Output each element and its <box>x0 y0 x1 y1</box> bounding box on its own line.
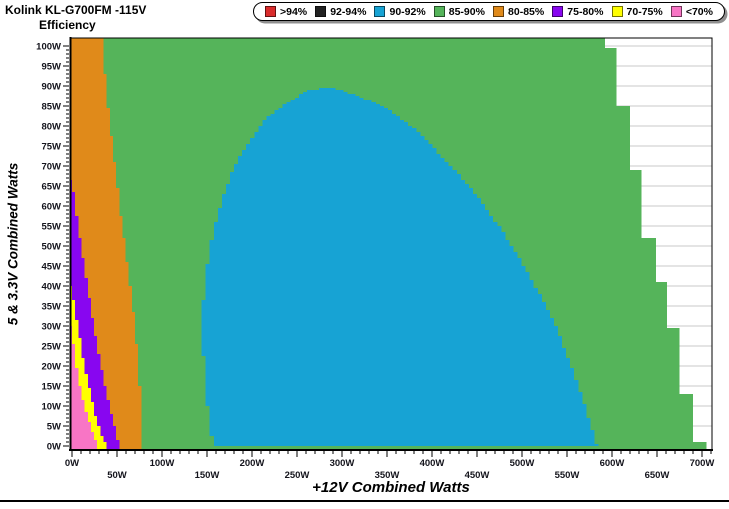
y-axis-title: 5 & 3.3V Combined Watts <box>5 162 21 326</box>
legend-label: 70-75% <box>626 5 663 18</box>
x-tick-label: 200W <box>240 458 265 469</box>
y-tick-label: 35W <box>41 302 61 313</box>
x-tick-label: 600W <box>600 458 625 469</box>
legend-swatch <box>670 6 682 17</box>
legend-label: 80-85% <box>508 5 545 18</box>
x-tick-label: 450W <box>465 470 490 481</box>
y-tick-label: 55W <box>41 222 61 233</box>
y-tick-label: 25W <box>41 342 61 353</box>
y-tick-label: 90W <box>41 82 61 93</box>
x-tick-label: 0W <box>65 458 79 469</box>
x-tick-label: 100W <box>150 458 175 469</box>
legend-label: 85-90% <box>448 5 485 18</box>
legend-item: 85-90% <box>433 5 485 18</box>
x-tick-label: 50W <box>107 470 127 481</box>
x-tick-label: 250W <box>285 470 310 481</box>
x-tick-label: 550W <box>555 470 580 481</box>
x-tick-label: 400W <box>420 458 445 469</box>
legend-item: 92-94% <box>315 6 366 18</box>
y-tick-label: 15W <box>41 382 61 393</box>
legend-swatch <box>315 6 327 17</box>
chart-title: Kolink KL-G700FM -115V <box>5 3 147 17</box>
y-tick-label: 40W <box>41 282 61 293</box>
y-axis-ticks: 0W 5W 10W 15W 20W 25W 30W 35W 40W 45W 50W 55W 60W 65W… <box>36 42 69 453</box>
y-tick-label: 45W <box>41 262 61 273</box>
chart-title-block: Kolink KL-G700FM -115V Efficiency <box>5 3 146 32</box>
legend-label: 75-80% <box>567 5 604 18</box>
legend-swatch <box>611 6 623 17</box>
x-tick-label: 350W <box>375 470 400 481</box>
region-90-92% <box>201 86 599 446</box>
y-tick-label: 95W <box>41 62 61 73</box>
y-tick-label: 5W <box>47 422 61 433</box>
legend-swatch <box>433 6 445 17</box>
axes <box>69 37 713 452</box>
x-tick-label: 150W <box>195 470 220 481</box>
legend-swatch <box>265 6 276 17</box>
chart-subtitle: Efficiency <box>39 18 96 32</box>
x-tick-label: 650W <box>645 470 670 481</box>
y-tick-label: 65W <box>41 182 61 193</box>
legend-label: <70% <box>685 5 713 18</box>
x-tick-label: 700W <box>690 458 715 469</box>
legend-item: <70% <box>670 5 713 18</box>
legend-item: 90-92% <box>374 5 426 18</box>
legend-item: 75-80% <box>552 6 603 18</box>
x-axis-title: +12V Combined Watts <box>312 479 470 496</box>
legend-swatch <box>374 6 386 17</box>
y-tick-label: 80W <box>41 122 61 133</box>
efficiency-regions <box>71 38 707 450</box>
legend-swatch <box>552 6 564 17</box>
x-tick-label: 500W <box>510 458 535 469</box>
legend: >94% 92-94% 90-92% 85-90% 80-85% 75-80% 70-75%… <box>253 2 725 21</box>
y-tick-label: 60W <box>41 202 61 213</box>
y-tick-label: 20W <box>41 362 61 373</box>
y-tick-label: 75W <box>41 142 61 153</box>
legend-item: >94% <box>265 6 307 18</box>
x-axis-ticks: 0W 50W 100W 150W 200W 250W 300W 350W 400W 450W 500… <box>65 451 715 481</box>
y-tick-label: 0W <box>47 442 61 453</box>
region-<70% <box>71 326 98 450</box>
legend-label: 92-94% <box>330 5 367 18</box>
bottom-divider <box>0 500 729 502</box>
y-tick-label: 30W <box>41 322 61 333</box>
y-tick-label: 85W <box>41 102 61 113</box>
x-tick-label: 300W <box>330 458 355 469</box>
y-tick-label: 70W <box>41 162 61 173</box>
legend-label: 90-92% <box>389 5 426 18</box>
legend-item: 80-85% <box>493 6 544 18</box>
y-tick-label: 100W <box>36 42 61 53</box>
legend-swatch <box>493 6 505 17</box>
legend-item: 70-75% <box>611 5 663 18</box>
y-tick-label: 50W <box>41 242 61 253</box>
y-tick-label: 10W <box>41 402 61 413</box>
legend-label: >94% <box>280 5 308 18</box>
